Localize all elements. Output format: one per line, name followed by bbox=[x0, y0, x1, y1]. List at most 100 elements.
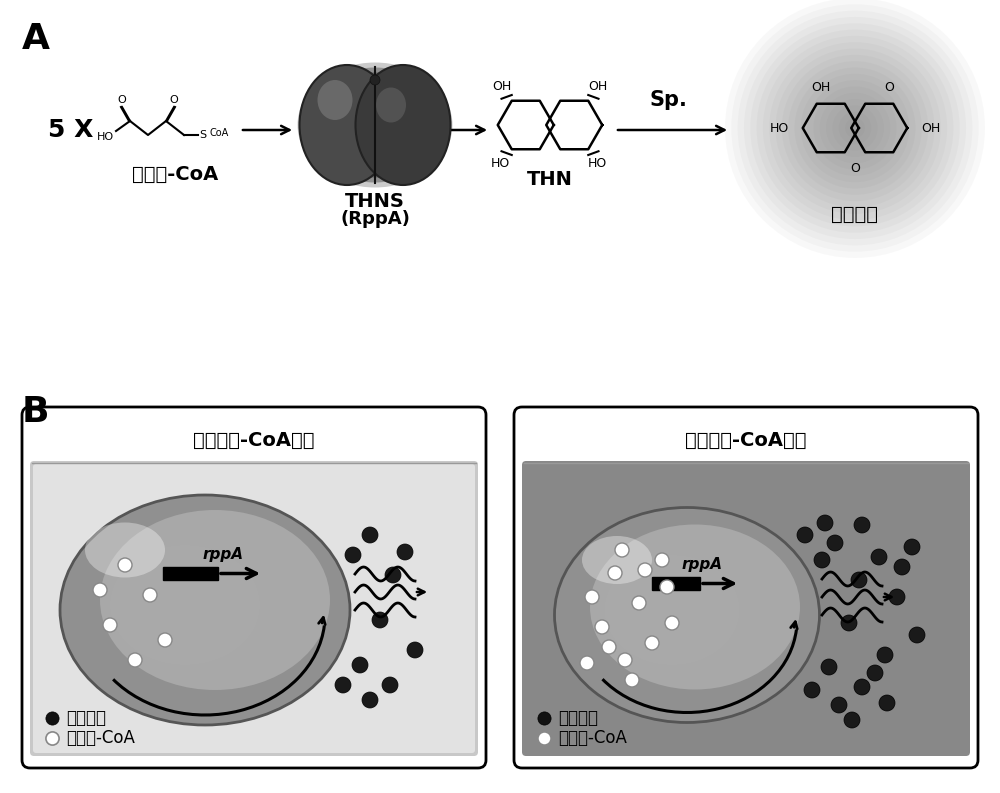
Text: A: A bbox=[22, 22, 50, 56]
Circle shape bbox=[782, 55, 928, 201]
Circle shape bbox=[397, 544, 413, 560]
Circle shape bbox=[763, 36, 947, 220]
Circle shape bbox=[128, 653, 142, 667]
Circle shape bbox=[585, 590, 599, 604]
Circle shape bbox=[370, 75, 380, 85]
Text: OH: OH bbox=[493, 80, 512, 93]
Circle shape bbox=[867, 665, 883, 681]
Circle shape bbox=[382, 677, 398, 693]
Circle shape bbox=[788, 61, 922, 195]
Circle shape bbox=[352, 657, 368, 673]
Text: 5 X: 5 X bbox=[48, 118, 93, 142]
Circle shape bbox=[632, 596, 646, 610]
Circle shape bbox=[794, 67, 916, 189]
Ellipse shape bbox=[318, 80, 352, 120]
FancyBboxPatch shape bbox=[522, 461, 970, 756]
Point bbox=[536, 732, 552, 745]
Circle shape bbox=[345, 547, 361, 563]
Text: B: B bbox=[22, 395, 50, 429]
Circle shape bbox=[839, 112, 871, 144]
Circle shape bbox=[820, 93, 890, 163]
Circle shape bbox=[362, 692, 378, 708]
Text: Sp.: Sp. bbox=[649, 90, 687, 110]
Text: (RppA): (RppA) bbox=[340, 210, 410, 228]
Circle shape bbox=[618, 653, 632, 667]
Circle shape bbox=[118, 558, 132, 572]
Circle shape bbox=[909, 627, 925, 643]
Text: 淡黄霨素: 淡黄霨素 bbox=[66, 709, 106, 727]
Circle shape bbox=[655, 553, 669, 567]
Circle shape bbox=[826, 99, 884, 157]
Circle shape bbox=[335, 677, 351, 693]
Bar bbox=[652, 577, 700, 590]
Circle shape bbox=[813, 86, 897, 170]
Circle shape bbox=[769, 42, 941, 214]
Text: HO: HO bbox=[491, 157, 510, 170]
Point bbox=[44, 711, 60, 724]
Text: 低丙二酰-CoA水平: 低丙二酰-CoA水平 bbox=[193, 431, 315, 450]
Circle shape bbox=[608, 566, 622, 580]
Circle shape bbox=[821, 659, 837, 675]
Circle shape bbox=[814, 552, 830, 568]
Circle shape bbox=[738, 10, 972, 245]
Circle shape bbox=[93, 583, 107, 597]
Circle shape bbox=[595, 620, 609, 634]
Circle shape bbox=[750, 23, 960, 232]
Circle shape bbox=[827, 535, 843, 551]
FancyBboxPatch shape bbox=[22, 407, 486, 768]
Circle shape bbox=[407, 642, 423, 658]
Circle shape bbox=[645, 636, 659, 650]
Text: HO: HO bbox=[97, 132, 114, 142]
Circle shape bbox=[665, 616, 679, 630]
Text: O: O bbox=[884, 81, 894, 94]
Circle shape bbox=[807, 80, 903, 176]
Circle shape bbox=[854, 517, 870, 533]
Circle shape bbox=[757, 29, 953, 227]
Circle shape bbox=[871, 549, 887, 565]
Circle shape bbox=[832, 105, 878, 151]
Circle shape bbox=[831, 697, 847, 713]
FancyBboxPatch shape bbox=[30, 461, 478, 756]
Text: HO: HO bbox=[588, 157, 607, 170]
Text: OH: OH bbox=[811, 81, 830, 94]
Ellipse shape bbox=[300, 65, 394, 185]
Text: rppA: rppA bbox=[202, 547, 244, 562]
Circle shape bbox=[804, 682, 820, 698]
Ellipse shape bbox=[110, 545, 260, 665]
Ellipse shape bbox=[100, 510, 330, 690]
Ellipse shape bbox=[582, 536, 652, 584]
Circle shape bbox=[894, 559, 910, 575]
Circle shape bbox=[143, 588, 157, 602]
Ellipse shape bbox=[312, 72, 438, 178]
Circle shape bbox=[615, 543, 629, 557]
Circle shape bbox=[904, 539, 920, 555]
Circle shape bbox=[580, 656, 594, 670]
Circle shape bbox=[625, 673, 639, 687]
Circle shape bbox=[725, 0, 985, 258]
Ellipse shape bbox=[604, 555, 740, 665]
Point bbox=[44, 732, 60, 745]
Circle shape bbox=[844, 712, 860, 728]
Circle shape bbox=[731, 4, 979, 251]
Circle shape bbox=[817, 515, 833, 531]
FancyBboxPatch shape bbox=[514, 407, 978, 768]
Ellipse shape bbox=[305, 67, 445, 182]
Text: 丙二酰-CoA: 丙二酰-CoA bbox=[558, 729, 627, 747]
Circle shape bbox=[362, 527, 378, 543]
Ellipse shape bbox=[85, 523, 165, 577]
Ellipse shape bbox=[590, 524, 800, 689]
FancyBboxPatch shape bbox=[33, 464, 475, 753]
Ellipse shape bbox=[554, 508, 820, 722]
Point bbox=[536, 711, 552, 724]
Text: O: O bbox=[170, 95, 178, 105]
Ellipse shape bbox=[298, 63, 452, 187]
Circle shape bbox=[385, 567, 401, 583]
Circle shape bbox=[801, 74, 909, 182]
Circle shape bbox=[841, 615, 857, 631]
Text: THNS: THNS bbox=[345, 192, 405, 211]
Circle shape bbox=[660, 580, 674, 594]
Circle shape bbox=[851, 572, 867, 588]
Text: rppA: rppA bbox=[682, 557, 722, 573]
Text: OH: OH bbox=[588, 80, 607, 93]
Circle shape bbox=[158, 633, 172, 647]
